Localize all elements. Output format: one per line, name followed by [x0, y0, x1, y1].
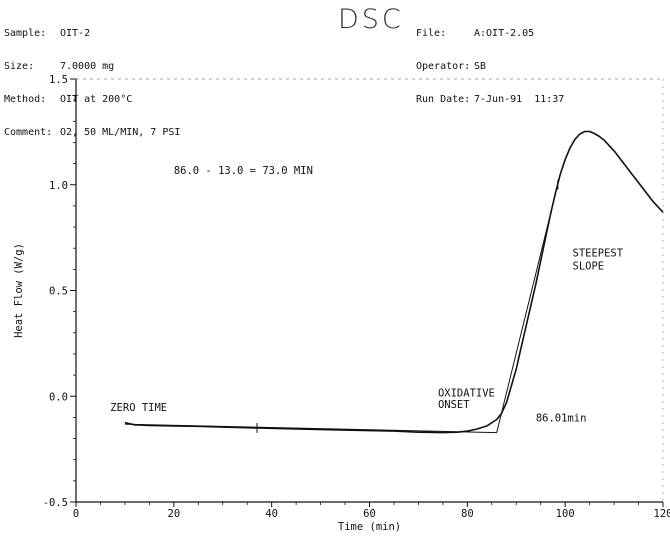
operator-value: SB	[474, 61, 487, 72]
sample-row: Sample: OIT-2	[4, 28, 180, 39]
x-tick-label-60: 60	[363, 508, 376, 520]
annotation-1: ZERO TIME	[110, 402, 167, 414]
size-row: Size: 7.0000 mg	[4, 61, 180, 72]
comment-label: Comment:	[4, 127, 53, 138]
y-tick-label-0.5: 0.5	[49, 286, 68, 298]
y-axis-label: Heat Flow (W/g)	[13, 243, 25, 338]
size-label: Size:	[4, 61, 35, 72]
operator-row: Operator: SB	[416, 61, 564, 72]
y-tick-label--0.5: -0.5	[43, 497, 68, 509]
annotation-3: ONSET	[438, 399, 470, 411]
annotation-5: SLOPE	[573, 260, 605, 272]
sample-label: Sample:	[4, 28, 47, 39]
annotation-6: 86.01min	[536, 413, 587, 425]
x-tick-label-0: 0	[73, 508, 79, 520]
file-row: File: A:OIT-2.05	[416, 28, 564, 39]
x-tick-label-120: 120	[654, 508, 670, 520]
annotation-2: OXIDATIVE	[438, 387, 495, 399]
x-tick-label-80: 80	[461, 508, 474, 520]
y-tick-label-1.5: 1.5	[49, 74, 68, 86]
tangent-line	[496, 174, 561, 433]
baseline-line	[124, 423, 497, 434]
method-row: Method: OIT at 200°C	[4, 94, 180, 105]
comment-row: Comment: O2, 50 ML/MIN, 7 PSI	[4, 127, 180, 138]
file-info-block: File: A:OIT-2.05 Operator: SB Run Date: 7-J…	[416, 6, 564, 116]
sample-value: OIT-2	[60, 28, 91, 39]
x-tick-label-20: 20	[168, 508, 181, 520]
y-tick-label-0.0: 0.0	[49, 391, 68, 403]
file-label: File:	[416, 28, 447, 39]
y-tick-label-1.0: 1.0	[49, 180, 68, 192]
run-date-row: Run Date: 7-Jun-91 11:37	[416, 94, 564, 105]
run-date-value: 7-Jun-91 11:37	[474, 94, 565, 105]
annotation-4: STEEPEST	[573, 248, 624, 260]
run-date-label: Run Date:	[416, 94, 471, 105]
method-label: Method:	[4, 94, 47, 105]
method-value: OIT at 200°C	[60, 94, 133, 105]
heat-flow-curve	[124, 130, 664, 434]
sample-info-block: Sample: OIT-2 Size: 7.0000 mg Method: OIT a…	[4, 6, 180, 149]
x-tick-label-100: 100	[556, 508, 575, 520]
file-value: A:OIT-2.05	[474, 28, 535, 39]
comment-value: O2, 50 ML/MIN, 7 PSI	[60, 127, 181, 138]
x-tick-label-40: 40	[265, 508, 278, 520]
x-axis-label: Time (min)	[338, 521, 401, 533]
operator-label: Operator:	[416, 61, 471, 72]
chart-title: DSC	[338, 4, 404, 35]
size-value: 7.0000 mg	[60, 61, 115, 72]
annotation-0: 86.0 - 13.0 = 73.0 MIN	[174, 165, 313, 177]
